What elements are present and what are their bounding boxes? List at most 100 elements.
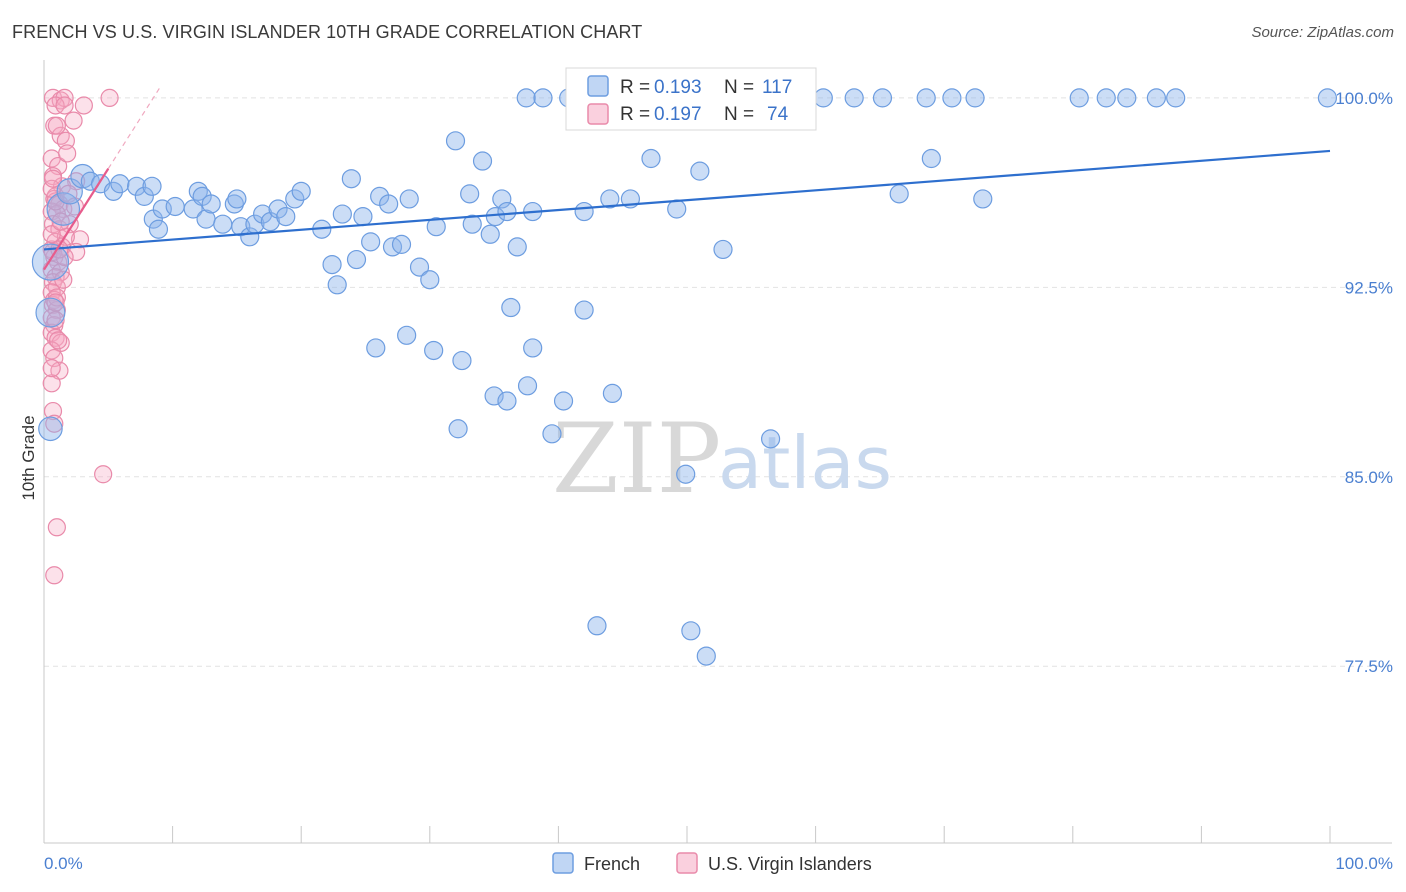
usvi-point [42, 225, 61, 244]
usvi-point [58, 144, 77, 163]
watermark-atlas: atlas [718, 421, 892, 505]
bottom-legend-swatch-french [552, 852, 574, 874]
usvi-point [74, 96, 93, 115]
french-point [533, 88, 553, 108]
usvi-point [94, 465, 113, 484]
french-point [641, 148, 661, 169]
french-point [480, 224, 500, 244]
usvi-point [100, 88, 119, 107]
french-point [497, 391, 517, 411]
french-point [844, 88, 864, 108]
french-point [341, 169, 361, 189]
usvi-point [42, 374, 61, 393]
french-point [397, 325, 417, 345]
bottom-legend-french: French [584, 854, 640, 874]
bottom-legend-usvi: U.S. Virgin Islanders [708, 854, 872, 874]
usvi-trend-extension [107, 87, 161, 169]
french-point [497, 201, 517, 222]
french-point [327, 275, 347, 295]
usvi-point [47, 116, 66, 135]
french-point [602, 383, 623, 404]
french-point [965, 88, 985, 108]
french-point [600, 189, 620, 209]
pink-series-points [42, 88, 119, 585]
french-point [379, 194, 399, 214]
french-point [110, 174, 130, 194]
french-point [332, 204, 352, 224]
french-point [574, 201, 594, 222]
french-point [103, 181, 124, 201]
watermark: ZIP atlas [552, 403, 892, 515]
french-point [448, 419, 468, 439]
french-point [56, 178, 83, 205]
french-point [1146, 88, 1166, 108]
french-point [1166, 88, 1186, 108]
x-tick-label-0: 0.0% [44, 854, 83, 873]
french-point [516, 88, 536, 108]
french-point [574, 300, 594, 320]
french-point [291, 181, 311, 201]
french-point [445, 131, 466, 151]
tick-labels: 100.0% 92.5% 85.0% 77.5% 0.0% 100.0% [44, 89, 1393, 873]
french-point [462, 214, 482, 234]
french-point [916, 88, 936, 108]
french-point [676, 464, 696, 484]
french-point [134, 186, 154, 206]
french-point [553, 391, 574, 411]
french-point [361, 232, 381, 252]
usvi-point [55, 96, 74, 115]
french-point [973, 189, 993, 209]
trend-lines [43, 87, 1331, 271]
bottom-legend: French U.S. Virgin Islanders [552, 852, 872, 874]
legend-pink-r-label: R = [620, 104, 650, 125]
french-point [523, 338, 543, 358]
watermark-zip: ZIP [552, 403, 721, 515]
y-axis-title: 10th Grade [19, 415, 38, 500]
legend-pink-n-value: 74 [767, 104, 789, 125]
usvi-point [42, 359, 61, 378]
bottom-legend-swatch-usvi [676, 852, 698, 874]
french-point [667, 199, 687, 219]
legend-pink-r-value: 0.197 [654, 104, 702, 125]
x-tick-label-1: 100.0% [1335, 854, 1393, 873]
french-point [681, 621, 701, 641]
usvi-point [47, 518, 66, 537]
french-point [517, 376, 538, 396]
french-point [484, 386, 504, 406]
french-point [31, 243, 70, 281]
french-point [409, 257, 430, 277]
french-point [1096, 88, 1116, 108]
french-point [353, 207, 373, 227]
french-point [165, 196, 185, 217]
french-point [391, 234, 412, 254]
usvi-point [45, 414, 64, 433]
french-point [1317, 88, 1338, 108]
french-point [426, 217, 446, 237]
axes [43, 60, 1392, 844]
french-point [507, 237, 527, 257]
usvi-point [51, 126, 70, 145]
french-point [713, 239, 733, 260]
french-point [492, 189, 512, 209]
french-point [452, 350, 472, 371]
french-point [542, 424, 562, 444]
french-point [46, 192, 81, 226]
legend-blue-n-value: 117 [762, 77, 792, 98]
french-point [690, 161, 710, 181]
y-tick-label-0: 100.0% [1335, 89, 1393, 108]
legend-blue-n-label: N = [724, 77, 754, 98]
french-point [420, 270, 440, 290]
french-point [501, 297, 521, 318]
french-point [35, 297, 66, 328]
french-point [38, 416, 63, 442]
french-point [872, 88, 893, 108]
french-point [268, 199, 288, 219]
french-point [322, 254, 342, 275]
legend-blue-r-label: R = [620, 77, 650, 98]
french-point [472, 151, 493, 171]
french-point [224, 194, 244, 214]
grid-lines [44, 97, 1392, 667]
french-trend-line [43, 149, 1331, 251]
y-tick-label-3: 77.5% [1345, 657, 1393, 676]
